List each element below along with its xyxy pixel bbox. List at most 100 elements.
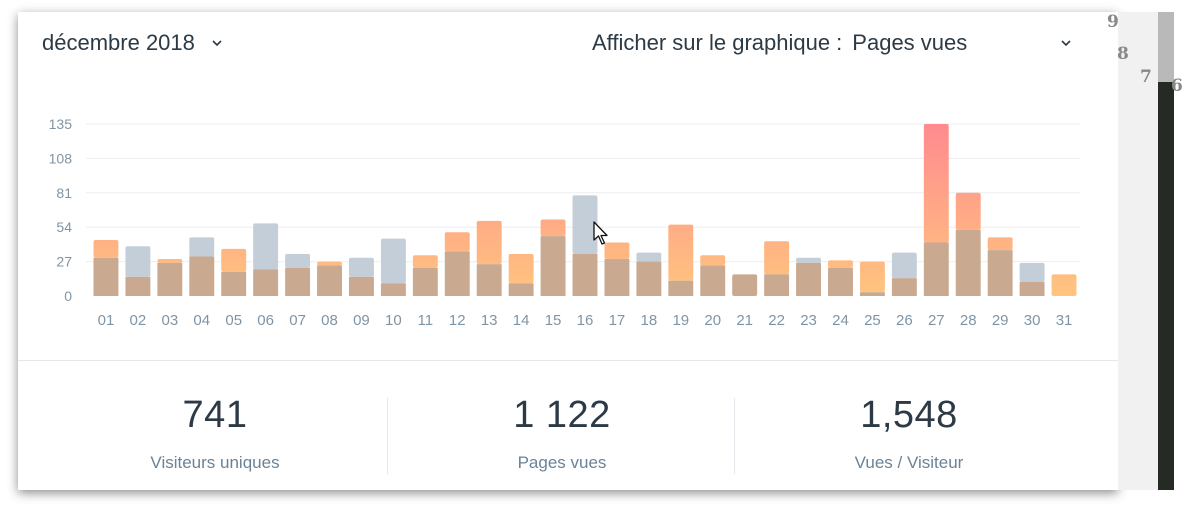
bar-group-day-23[interactable] xyxy=(796,257,822,296)
bar-group-day-28[interactable] xyxy=(955,192,981,296)
bar-pages-vues[interactable] xyxy=(923,124,949,243)
bar-pages-vues[interactable] xyxy=(764,241,790,275)
bar-pages-vues[interactable] xyxy=(221,248,247,272)
bar-group-day-03[interactable] xyxy=(157,259,183,296)
bar-group-day-14[interactable] xyxy=(508,253,534,296)
bar-overlap[interactable] xyxy=(796,262,822,296)
bar-overlap[interactable] xyxy=(253,269,279,296)
bar-group-day-24[interactable] xyxy=(828,260,853,296)
bar-group-day-05[interactable] xyxy=(221,248,247,296)
bar-pages-vues[interactable] xyxy=(987,237,1013,251)
bar-pages-vues[interactable] xyxy=(700,255,726,266)
bar-group-day-18[interactable] xyxy=(636,252,662,296)
bar-visiteurs[interactable] xyxy=(636,252,662,262)
bar-pages-vues[interactable] xyxy=(508,253,534,284)
bar-group-day-10[interactable] xyxy=(380,238,406,296)
bar-group-day-26[interactable] xyxy=(891,252,917,296)
bar-pages-vues[interactable] xyxy=(93,239,119,258)
bar-overlap[interactable] xyxy=(891,278,917,296)
bar-pages-vues[interactable] xyxy=(859,261,885,293)
bar-pages-vues[interactable] xyxy=(412,255,438,268)
bar-group-day-11[interactable] xyxy=(412,255,438,296)
bar-pages-vues[interactable] xyxy=(317,261,342,266)
bar-overlap[interactable] xyxy=(572,253,598,296)
bar-group-day-25[interactable] xyxy=(859,261,885,296)
bar-visiteurs[interactable] xyxy=(285,253,311,268)
bar-group-day-04[interactable] xyxy=(189,237,215,296)
bar-group-day-17[interactable] xyxy=(604,242,630,296)
bar-overlap[interactable] xyxy=(1019,281,1045,296)
bar-group-day-12[interactable] xyxy=(444,232,470,296)
bar-group-day-22[interactable] xyxy=(764,241,790,296)
bar-group-day-27[interactable] xyxy=(923,124,949,296)
bar-overlap[interactable] xyxy=(380,283,406,296)
bar-overlap[interactable] xyxy=(668,280,694,296)
bar-group-day-07[interactable] xyxy=(285,253,311,296)
stats-row: 741 Visiteurs uniques 1 122 Pages vues 1… xyxy=(18,362,1118,490)
bar-overlap[interactable] xyxy=(732,274,758,296)
x-tick-label: 28 xyxy=(960,312,977,329)
month-dropdown[interactable]: décembre 2018 xyxy=(42,30,223,56)
scrollbar[interactable] xyxy=(1158,12,1174,490)
side-stamp: 9 xyxy=(1107,12,1119,32)
bar-pages-vues[interactable] xyxy=(476,220,502,265)
bar-visiteurs[interactable] xyxy=(253,223,279,270)
bar-overlap[interactable] xyxy=(93,257,119,296)
bar-visiteurs[interactable] xyxy=(572,195,598,254)
bar-overlap[interactable] xyxy=(859,292,885,296)
bar-visiteurs[interactable] xyxy=(380,238,406,284)
bar-pages-vues[interactable] xyxy=(955,192,981,230)
scrollbar-thumb[interactable] xyxy=(1158,12,1174,82)
bar-group-day-15[interactable] xyxy=(540,219,566,296)
bar-overlap[interactable] xyxy=(828,267,853,296)
bar-group-day-31[interactable] xyxy=(1051,274,1077,296)
bar-group-day-30[interactable] xyxy=(1019,262,1045,296)
bar-visiteurs[interactable] xyxy=(348,257,374,277)
bar-group-day-29[interactable] xyxy=(987,237,1013,296)
bar-overlap[interactable] xyxy=(508,283,534,296)
bar-pages-vues[interactable] xyxy=(668,224,694,281)
bar-pages-vues[interactable] xyxy=(444,232,470,252)
bar-overlap[interactable] xyxy=(700,265,726,296)
bar-overlap[interactable] xyxy=(636,261,662,296)
bar-visiteurs[interactable] xyxy=(796,257,822,263)
bar-group-day-01[interactable] xyxy=(93,239,119,296)
bar-visiteurs[interactable] xyxy=(891,252,917,279)
bar-group-day-08[interactable] xyxy=(317,261,342,296)
bar-overlap[interactable] xyxy=(476,264,502,296)
bar-overlap[interactable] xyxy=(540,236,566,296)
bar-group-day-06[interactable] xyxy=(253,223,279,296)
bar-group-day-13[interactable] xyxy=(476,220,502,296)
x-tick-label: 30 xyxy=(1024,312,1041,329)
bar-overlap[interactable] xyxy=(923,242,949,296)
bar-pages-vues[interactable] xyxy=(157,259,183,263)
x-tick-label: 05 xyxy=(225,312,242,329)
bar-overlap[interactable] xyxy=(764,274,790,296)
bar-pages-vues[interactable] xyxy=(828,260,853,268)
bar-pages-vues[interactable] xyxy=(604,242,630,260)
bar-overlap[interactable] xyxy=(285,267,311,296)
bar-pages-vues[interactable] xyxy=(540,219,566,237)
bar-overlap[interactable] xyxy=(221,271,247,296)
bar-overlap[interactable] xyxy=(125,276,151,296)
bar-group-day-19[interactable] xyxy=(668,224,694,296)
bar-overlap[interactable] xyxy=(604,259,630,296)
bar-pages-vues[interactable] xyxy=(1051,274,1077,296)
bar-group-day-16[interactable] xyxy=(572,195,598,296)
bar-overlap[interactable] xyxy=(189,256,215,296)
bar-overlap[interactable] xyxy=(987,250,1013,296)
bar-group-day-20[interactable] xyxy=(700,255,726,296)
bar-overlap[interactable] xyxy=(444,251,470,296)
chart-metric-dropdown[interactable]: Afficher sur le graphique : Pages vues xyxy=(592,30,1072,56)
bar-overlap[interactable] xyxy=(157,262,183,296)
bar-visiteurs[interactable] xyxy=(189,237,215,257)
bar-group-day-02[interactable] xyxy=(125,246,151,296)
bar-overlap[interactable] xyxy=(412,267,438,296)
bar-visiteurs[interactable] xyxy=(1019,262,1045,282)
bar-group-day-21[interactable] xyxy=(732,274,758,296)
bar-visiteurs[interactable] xyxy=(125,246,151,277)
bar-group-day-09[interactable] xyxy=(348,257,374,296)
bar-overlap[interactable] xyxy=(955,229,981,296)
bar-overlap[interactable] xyxy=(348,276,374,296)
bar-overlap[interactable] xyxy=(317,265,342,296)
